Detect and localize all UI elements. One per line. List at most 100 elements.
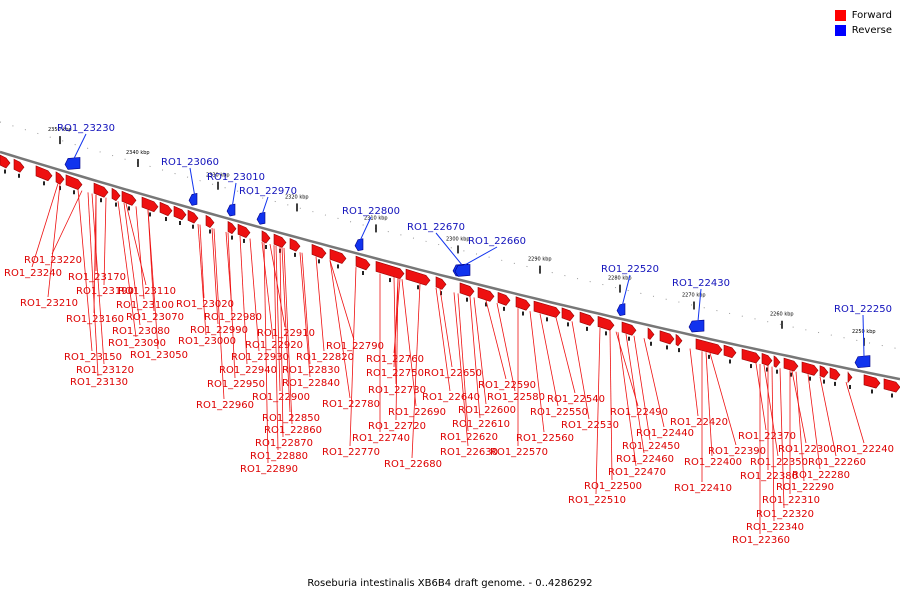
reverse-gene-block xyxy=(188,193,198,206)
forward-gene-leader xyxy=(779,368,785,509)
forward-gene-block xyxy=(801,361,819,376)
forward-gene-leader xyxy=(473,297,487,405)
reverse-gene-leader xyxy=(463,246,498,266)
forward-gene-leader xyxy=(273,245,279,451)
forward-gene-label: RO1_22620 xyxy=(440,432,498,443)
forward-gene-label: RO1_22260 xyxy=(808,457,866,468)
reverse-gene-block xyxy=(64,157,81,170)
forward-gene-label: RO1_23100 xyxy=(116,300,174,311)
forward-gene-label: RO1_23240 xyxy=(4,268,62,279)
reverse-gene-block xyxy=(454,264,471,277)
reverse-gene-leader xyxy=(73,133,87,159)
forward-gene-label: RO1_22930 xyxy=(231,352,289,363)
forward-gene-label: RO1_22990 xyxy=(190,325,248,336)
forward-gene-leader xyxy=(117,201,137,338)
forward-gene-label: RO1_23130 xyxy=(70,377,128,388)
forward-gene-label: RO1_22850 xyxy=(262,413,320,424)
scale-tick-label: 2350 kbp xyxy=(48,127,72,133)
forward-gene-label: RO1_22630 xyxy=(440,447,498,458)
forward-gene-block xyxy=(141,196,159,213)
reverse-gene-leader xyxy=(189,167,195,195)
scale-tick-label: 2330 kbp xyxy=(206,173,230,179)
forward-gene-leader xyxy=(705,352,713,457)
forward-swatch xyxy=(834,10,846,21)
forward-gene-block xyxy=(159,201,173,217)
forward-gene-label: RO1_22530 xyxy=(561,420,619,431)
forward-gene-label: RO1_22490 xyxy=(610,407,668,418)
forward-gene-block xyxy=(695,338,723,356)
forward-gene-label: RO1_22460 xyxy=(616,454,674,465)
forward-gene-label: RO1_23110 xyxy=(118,286,176,297)
forward-gene-label: RO1_23220 xyxy=(24,255,82,266)
legend-reverse: Reverse xyxy=(834,23,892,38)
forward-gene-label: RO1_22650 xyxy=(424,368,482,379)
reverse-gene-label: RO1_22660 xyxy=(468,236,526,247)
forward-gene-label: RO1_22610 xyxy=(452,419,510,430)
forward-gene-leader xyxy=(349,267,357,447)
forward-gene-block xyxy=(773,355,781,368)
forward-gene-label: RO1_22640 xyxy=(422,392,480,403)
legend: Forward Reverse xyxy=(834,8,892,38)
forward-gene-leader xyxy=(147,209,159,350)
forward-gene-leader xyxy=(393,278,399,368)
forward-gene-leader xyxy=(227,232,236,379)
reverse-gene-label: RO1_22670 xyxy=(407,222,465,233)
forward-gene-leader xyxy=(315,256,325,352)
forward-gene-label: RO1_22730 xyxy=(368,385,426,396)
forward-gene-block xyxy=(883,378,900,393)
forward-gene-label: RO1_23120 xyxy=(76,365,134,376)
forward-gene-label: RO1_22420 xyxy=(670,417,728,428)
forward-gene-leader xyxy=(329,260,351,399)
forward-gene-label: RO1_22350 xyxy=(750,457,808,468)
forward-gene-leader xyxy=(393,277,397,385)
scale-tick-label: 2320 kbp xyxy=(285,194,309,200)
forward-gene-label: RO1_22900 xyxy=(252,392,310,403)
forward-gene-leader xyxy=(555,317,576,394)
forward-gene-label: RO1_22450 xyxy=(622,441,680,452)
forward-gene-block xyxy=(647,327,655,340)
forward-gene-leader xyxy=(457,293,469,432)
forward-gene-leader xyxy=(845,382,865,444)
forward-gene-leader xyxy=(261,241,274,340)
forward-gene-block xyxy=(533,300,561,318)
forward-gene-label: RO1_22540 xyxy=(547,394,605,405)
scale-tick-label: 2260 kbp xyxy=(770,312,794,318)
forward-gene-leader xyxy=(77,189,93,352)
forward-gene-block xyxy=(121,190,137,206)
reverse-gene-label: RO1_22970 xyxy=(239,186,297,197)
forward-gene-leader xyxy=(93,194,97,314)
forward-gene-leader xyxy=(47,184,61,298)
reverse-gene-block xyxy=(256,211,266,225)
forward-gene-block xyxy=(65,174,83,190)
forward-gene-block xyxy=(273,233,287,248)
reverse-gene-block xyxy=(354,238,364,252)
reverse-gene-leader xyxy=(435,232,463,266)
scale-tick-label: 2280 kbp xyxy=(608,276,632,282)
forward-gene-block xyxy=(515,296,531,311)
forward-gene-leader xyxy=(301,252,311,365)
forward-gene-block xyxy=(405,268,431,286)
forward-gene-block xyxy=(497,291,511,306)
forward-gene-leader xyxy=(633,335,651,441)
reverse-gene-block xyxy=(688,319,705,333)
forward-gene-block xyxy=(237,223,251,238)
forward-gene-label: RO1_23050 xyxy=(130,350,188,361)
forward-gene-leader xyxy=(643,338,665,428)
forward-gene-label: RO1_22590 xyxy=(478,380,536,391)
forward-gene-label: RO1_22840 xyxy=(282,378,340,389)
forward-gene-label: RO1_22940 xyxy=(219,365,277,376)
forward-gene-block xyxy=(311,244,327,259)
forward-gene-block xyxy=(55,171,65,185)
map-caption: Roseburia intestinalis XB6B4 draft genom… xyxy=(307,578,593,589)
forward-gene-label: RO1_22960 xyxy=(196,400,254,411)
forward-gene-block xyxy=(187,209,199,224)
forward-gene-label: RO1_22980 xyxy=(204,312,262,323)
forward-gene-block xyxy=(205,214,215,228)
forward-gene-label: RO1_23080 xyxy=(112,326,170,337)
forward-gene-label: RO1_22820 xyxy=(296,352,354,363)
forward-gene-leader xyxy=(709,352,737,446)
reverse-gene-block xyxy=(854,355,871,368)
legend-forward-label: Forward xyxy=(851,10,892,21)
forward-gene-label: RO1_22750 xyxy=(366,368,424,379)
forward-gene-block xyxy=(435,276,447,290)
